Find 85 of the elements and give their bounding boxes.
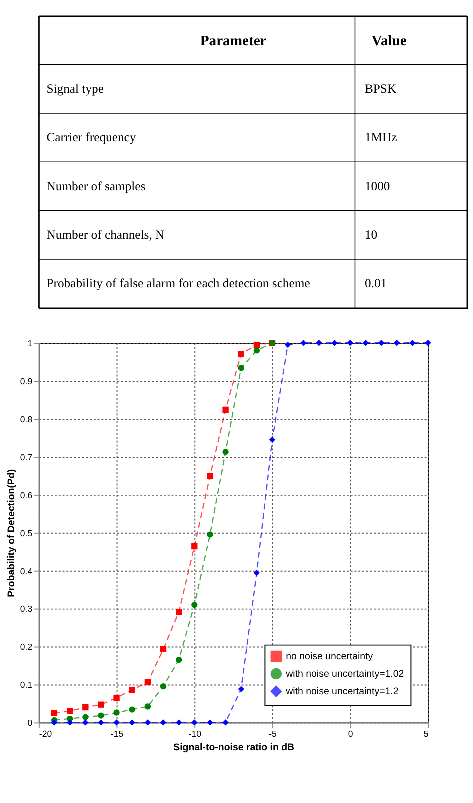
point xyxy=(144,704,152,710)
point xyxy=(394,340,400,346)
point xyxy=(300,340,307,346)
x-tick-label: -10 xyxy=(188,728,202,739)
point xyxy=(269,436,276,443)
point xyxy=(347,340,354,346)
point xyxy=(254,342,260,348)
x-tick-label: 0 xyxy=(348,728,354,739)
point xyxy=(238,365,244,372)
point xyxy=(176,609,182,616)
point xyxy=(144,720,152,726)
point xyxy=(332,340,338,346)
point xyxy=(82,704,89,711)
text: Parameter xyxy=(200,33,268,50)
text: BPSK xyxy=(364,82,397,96)
x-tick-label: 5 xyxy=(424,728,429,739)
text: Value xyxy=(372,33,408,50)
x-tick-label: -20 xyxy=(39,728,52,739)
point xyxy=(425,340,432,346)
point xyxy=(160,684,167,690)
y-tick-label: 0.4 xyxy=(20,566,33,576)
point xyxy=(129,720,136,726)
point xyxy=(222,720,229,726)
point xyxy=(192,602,198,608)
text: Number of samples xyxy=(46,179,146,194)
y-tick-label: 0 xyxy=(28,718,33,728)
point xyxy=(222,406,229,414)
point xyxy=(192,720,198,726)
point xyxy=(176,656,182,664)
point xyxy=(98,720,104,726)
point xyxy=(98,712,104,719)
text: Signal type xyxy=(46,82,104,96)
y-tick-label: 0.1 xyxy=(20,680,33,690)
point xyxy=(238,686,244,692)
point xyxy=(114,720,120,726)
point xyxy=(51,720,58,726)
y-tick-label: 0.7 xyxy=(20,452,33,462)
point xyxy=(82,720,89,726)
legend-label: with noise uncertainty=1.2 xyxy=(285,686,399,698)
point xyxy=(144,679,152,686)
point xyxy=(51,710,58,716)
y-tick-label: 0.9 xyxy=(20,376,33,386)
point xyxy=(160,646,167,653)
point xyxy=(238,351,244,358)
point xyxy=(362,340,370,346)
y-tick-label: 0.6 xyxy=(20,490,33,500)
point xyxy=(129,686,136,694)
y-tick-label: 0.3 xyxy=(20,604,33,614)
point xyxy=(114,694,120,702)
point xyxy=(254,570,260,576)
point xyxy=(82,714,89,720)
text: 1MHz xyxy=(364,130,398,145)
y-tick-label: 0.5 xyxy=(20,528,33,538)
point xyxy=(114,710,120,716)
point xyxy=(160,720,167,726)
point xyxy=(222,448,229,456)
point xyxy=(378,340,385,346)
text: Number of channels, N xyxy=(46,228,165,242)
point xyxy=(410,340,416,346)
x-tick-label: -5 xyxy=(269,728,278,739)
legend-label: no noise uncertainty xyxy=(286,651,374,662)
x-tick-label: -15 xyxy=(110,728,124,739)
text: Carrier frequency xyxy=(46,130,137,145)
point xyxy=(207,720,214,726)
y-tick-label: 0.8 xyxy=(20,414,33,424)
point xyxy=(176,720,182,726)
point xyxy=(285,342,292,348)
point xyxy=(129,706,136,713)
y-axis-title: Probability of Detection(Pd) xyxy=(6,469,18,598)
point xyxy=(207,473,214,480)
x-axis-title: Signal-to-noise ratio in dB xyxy=(174,742,295,754)
point xyxy=(66,708,74,714)
point xyxy=(66,720,74,726)
text: 1000 xyxy=(364,179,390,194)
text: 0.01 xyxy=(364,276,388,291)
y-tick-label: 1 xyxy=(28,338,33,349)
text: 10 xyxy=(364,228,378,242)
point xyxy=(254,348,260,354)
point xyxy=(98,702,104,708)
point xyxy=(207,532,214,538)
point xyxy=(316,340,322,346)
text: Probability of false alarm for each detection scheme xyxy=(46,276,311,291)
y-tick-label: 0.2 xyxy=(20,642,33,652)
point xyxy=(192,543,198,550)
legend-label: with noise uncertainty=1.02 xyxy=(285,668,404,680)
